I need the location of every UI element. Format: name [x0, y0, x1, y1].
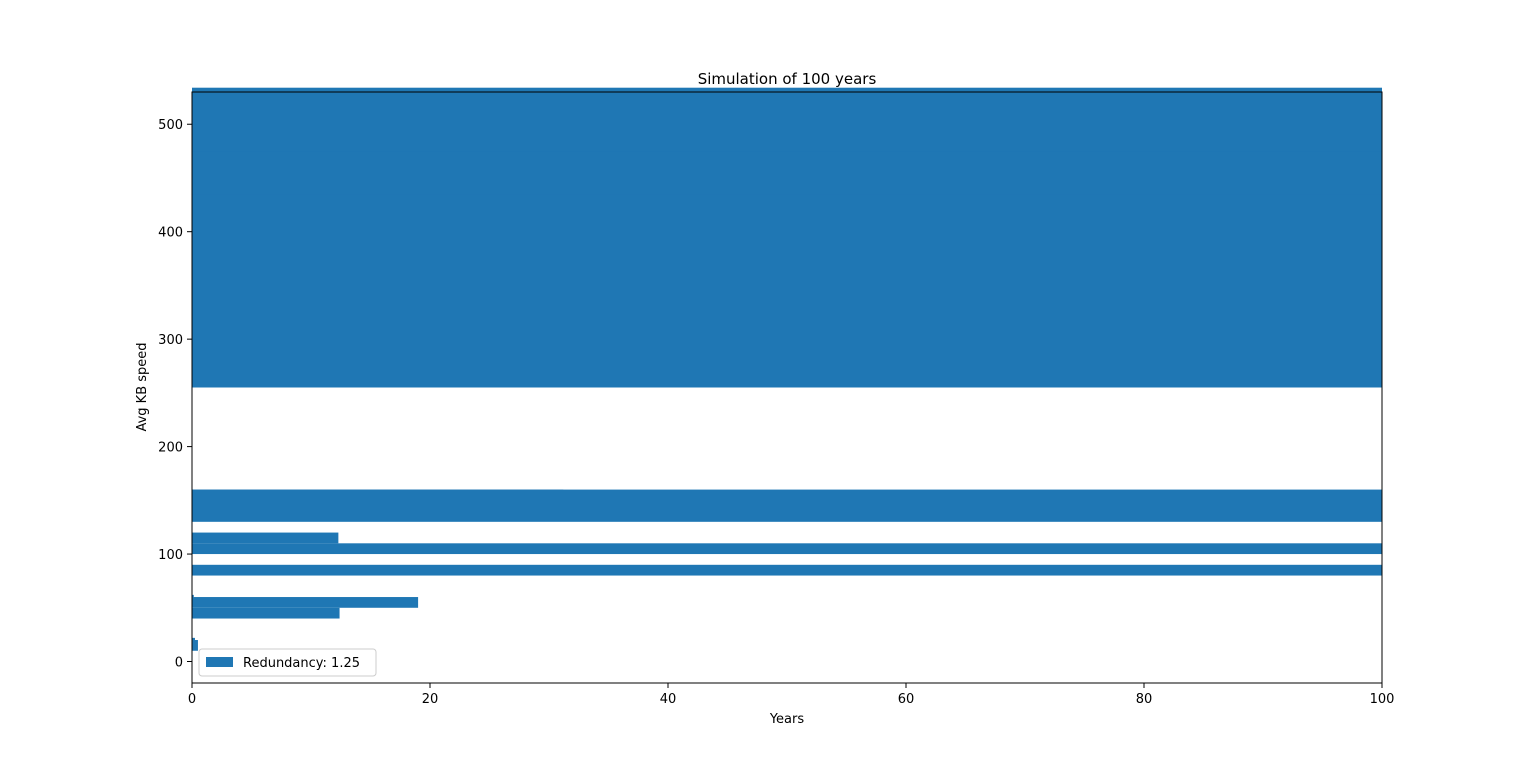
chart-title: Simulation of 100 years — [698, 70, 877, 88]
x-axis-label: Years — [769, 712, 805, 727]
x-tick-label: 40 — [660, 692, 677, 707]
y-tick-label: 300 — [158, 333, 183, 348]
bar-11 — [192, 637, 195, 641]
bar-7 — [192, 564, 1382, 576]
y-axis-label: Avg KB speed — [135, 342, 150, 431]
y-tick-label: 200 — [158, 441, 183, 456]
y-axis: 0 100 200 300 400 500 — [158, 118, 192, 671]
bars-group — [192, 87, 1382, 651]
bar-12 — [192, 640, 198, 651]
bar-2 — [192, 194, 1382, 388]
plot-frame — [191, 91, 1383, 684]
y-tick-label: 0 — [175, 656, 183, 671]
bar-9 — [192, 597, 419, 608]
x-tick-label: 100 — [1370, 692, 1395, 707]
bar-0 — [192, 87, 1382, 153]
bar-8 — [192, 594, 194, 598]
legend-frame — [198, 648, 377, 677]
x-axis: 0 20 40 60 80 100 — [188, 683, 1395, 707]
legend-swatch — [206, 657, 233, 667]
y-tick-label: 100 — [158, 548, 183, 563]
x-tick-label: 0 — [188, 692, 196, 707]
bar-6 — [192, 543, 1382, 555]
x-tick-label: 20 — [422, 692, 439, 707]
bar-5 — [192, 532, 339, 544]
bar-4 — [192, 489, 1382, 522]
y-tick-label: 400 — [158, 226, 183, 241]
x-tick-label: 60 — [898, 692, 915, 707]
x-tick-label: 80 — [1136, 692, 1153, 707]
y-tick-label: 500 — [158, 118, 183, 133]
legend: Redundancy: 1.25 — [198, 648, 377, 677]
bar-10 — [192, 607, 340, 619]
legend-label: Redundancy: 1.25 — [243, 656, 360, 671]
